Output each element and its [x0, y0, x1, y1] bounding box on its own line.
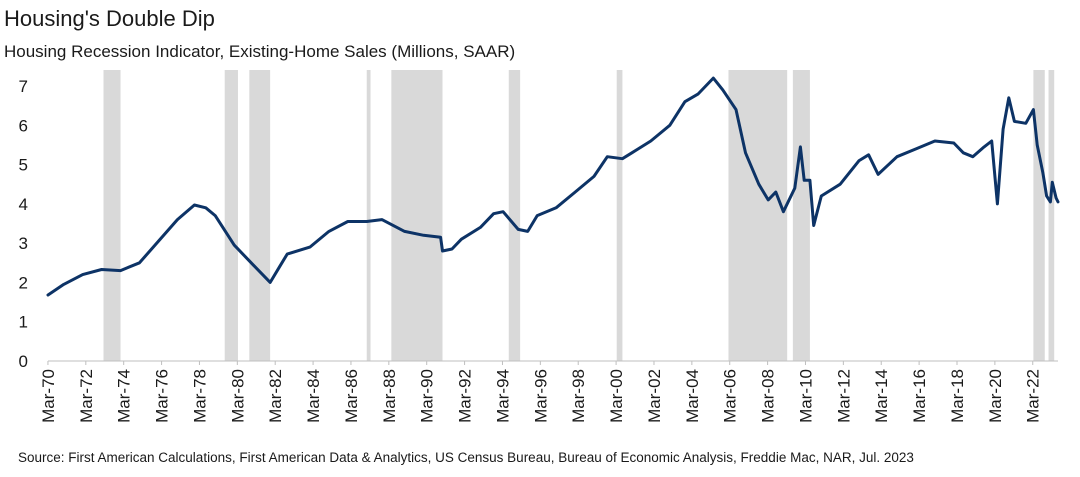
x-tick-label: Mar-76 [153, 369, 172, 423]
x-tick-label: Mar-84 [304, 369, 323, 423]
recession-band-4 [391, 70, 443, 361]
recession-band-8 [792, 70, 810, 361]
x-tick-label: Mar-98 [569, 369, 588, 423]
x-tick-label: Mar-16 [910, 369, 929, 423]
chart-title: Housing's Double Dip [4, 6, 215, 31]
x-tick-label: Mar-94 [493, 369, 512, 423]
x-tick-label: Mar-82 [266, 369, 285, 423]
y-tick-label: 3 [19, 234, 28, 253]
x-tick-label: Mar-96 [531, 369, 550, 423]
x-tick-label: Mar-12 [834, 369, 853, 423]
y-tick-label: 7 [19, 77, 28, 96]
x-tick-label: Mar-80 [228, 369, 247, 423]
x-tick-label: Mar-08 [759, 369, 778, 423]
x-tick-label: Mar-10 [796, 369, 815, 423]
x-tick-label: Mar-92 [456, 369, 475, 423]
x-tick-label: Mar-02 [645, 369, 664, 423]
x-tick-label: Mar-06 [721, 369, 740, 423]
recession-band-10 [1048, 70, 1055, 361]
recession-band-6 [616, 70, 623, 361]
source-note: Source: First American Calculations, Fir… [18, 450, 914, 465]
y-tick-label: 6 [19, 116, 28, 135]
x-tick-label: Mar-72 [77, 369, 96, 423]
recession-band-9 [1033, 70, 1045, 361]
x-tick-label: Mar-78 [190, 369, 209, 423]
recession-band-2 [249, 70, 271, 361]
recession-band-1 [224, 70, 238, 361]
recession-band-5 [508, 70, 521, 361]
x-tick-label: Mar-22 [1024, 369, 1043, 423]
series-line-0 [46, 76, 1060, 297]
x-tick-label: Mar-70 [39, 369, 58, 423]
x-tick-label: Mar-86 [342, 369, 361, 423]
y-tick-label: 5 [19, 156, 28, 175]
y-tick-label: 0 [19, 352, 28, 371]
x-tick-label: Mar-20 [986, 369, 1005, 423]
x-tick-label: Mar-14 [872, 369, 891, 423]
x-tick-label: Mar-90 [418, 369, 437, 423]
y-tick-label: 1 [19, 313, 28, 332]
x-tick-label: Mar-18 [948, 369, 967, 423]
y-tick-label: 2 [19, 273, 28, 292]
x-tick-label: Mar-00 [607, 369, 626, 423]
x-tick-label: Mar-74 [115, 369, 134, 423]
y-tick-label: 4 [19, 195, 28, 214]
x-tick-label: Mar-88 [380, 369, 399, 423]
recession-band-3 [366, 70, 371, 361]
chart-subtitle: Housing Recession Indicator, Existing-Ho… [4, 42, 516, 61]
x-tick-label: Mar-04 [683, 369, 702, 423]
recession-band-0 [103, 70, 121, 361]
